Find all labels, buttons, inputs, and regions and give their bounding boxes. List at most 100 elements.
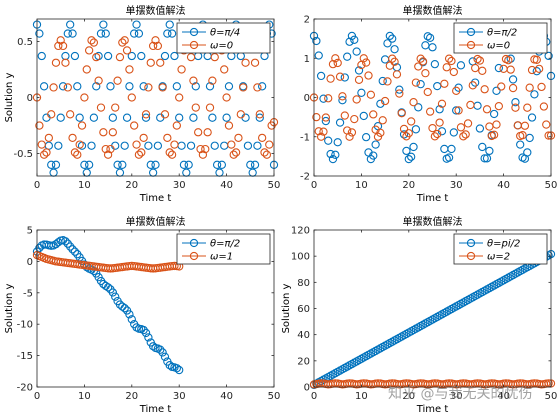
data-point: [165, 361, 174, 370]
data-point: [352, 95, 361, 104]
data-point: [66, 242, 75, 251]
data-point: [345, 132, 354, 141]
data-point: [130, 29, 139, 38]
data-point: [146, 58, 155, 67]
data-point: [68, 245, 77, 254]
data-point: [354, 66, 364, 75]
data-point: [137, 51, 146, 61]
data-point: [108, 288, 117, 297]
data-point: [430, 59, 440, 69]
data-point: [328, 154, 338, 164]
data-point: [165, 20, 174, 29]
data-point: [411, 125, 421, 134]
data-point: [172, 82, 181, 91]
y-tick-label: -0.5: [13, 149, 33, 160]
data-point: [331, 54, 340, 63]
data-point: [340, 73, 349, 82]
data-point: [201, 144, 210, 154]
legend-label: θ=π/2: [487, 28, 517, 39]
data-point: [151, 36, 160, 45]
data-point: [537, 82, 546, 92]
legend-marker: [466, 40, 476, 50]
data-point: [103, 51, 113, 61]
data-point: [312, 112, 321, 122]
data-point: [423, 32, 432, 41]
data-point: [314, 51, 323, 60]
data-point: [390, 45, 399, 54]
data-point: [404, 129, 413, 138]
data-point: [113, 160, 122, 169]
data-point: [63, 239, 72, 248]
legend: θ=π/2 ω=0: [453, 22, 548, 54]
data-point: [399, 124, 409, 134]
data-point: [203, 128, 212, 137]
data-point: [208, 113, 217, 122]
data-point: [84, 160, 94, 169]
y-axis-label: Solution y: [281, 284, 292, 334]
data-point: [172, 121, 181, 130]
x-tick-label: 0: [34, 391, 40, 402]
data-point: [189, 76, 198, 85]
data-point: [51, 58, 61, 67]
data-point: [156, 345, 165, 354]
data-point: [262, 150, 272, 159]
data-point: [352, 47, 361, 56]
data-point: [542, 120, 551, 129]
data-point: [236, 110, 245, 119]
data-point: [253, 141, 262, 150]
data-point: [227, 140, 236, 149]
data-point: [49, 83, 58, 92]
data-point: [125, 310, 134, 319]
data-point: [68, 133, 77, 143]
data-point: [122, 46, 132, 55]
data-point: [428, 43, 437, 52]
data-point: [217, 160, 227, 169]
data-point: [319, 94, 328, 103]
data-point: [480, 154, 489, 163]
data-point: [409, 142, 418, 152]
data-point: [527, 113, 537, 122]
x-tick-label: 20: [402, 391, 415, 402]
data-point: [208, 76, 217, 85]
data-point: [335, 118, 345, 127]
data-point: [449, 128, 458, 137]
legend-label: ω=1: [210, 252, 233, 263]
y-axis-label: Solution y: [4, 284, 15, 334]
data-point: [433, 129, 442, 139]
data-point: [139, 82, 148, 91]
y-tick-label: 120: [291, 226, 310, 237]
data-point: [350, 35, 359, 44]
legend-label: θ=π/2: [210, 239, 240, 250]
data-point: [205, 82, 215, 91]
data-point: [402, 146, 411, 156]
data-point: [75, 140, 84, 149]
legend-marker: [189, 40, 199, 50]
data-point: [37, 140, 46, 149]
data-point: [127, 315, 136, 324]
data-point: [35, 121, 44, 130]
data-point: [359, 54, 368, 63]
data-point: [111, 292, 120, 301]
data-point: [428, 123, 437, 133]
data-point: [347, 128, 357, 137]
data-point: [257, 82, 267, 91]
data-point: [535, 64, 544, 73]
y-tick-label: -5: [23, 288, 33, 299]
data-point: [210, 141, 219, 150]
data-point: [399, 130, 409, 139]
data-point: [160, 110, 170, 119]
chart-title: 单摆数值解法: [126, 4, 186, 17]
data-point: [447, 144, 456, 154]
data-point: [380, 96, 390, 106]
y-tick-label: 0: [27, 257, 33, 268]
data-point: [525, 83, 534, 92]
y-tick-label: -15: [17, 351, 33, 362]
data-point: [383, 77, 392, 86]
data-point: [177, 65, 186, 74]
y-tick-label: 80: [297, 278, 310, 289]
data-point: [70, 247, 80, 256]
data-point: [125, 65, 134, 74]
data-point: [378, 116, 387, 125]
data-point: [333, 58, 342, 68]
data-point: [544, 51, 553, 61]
